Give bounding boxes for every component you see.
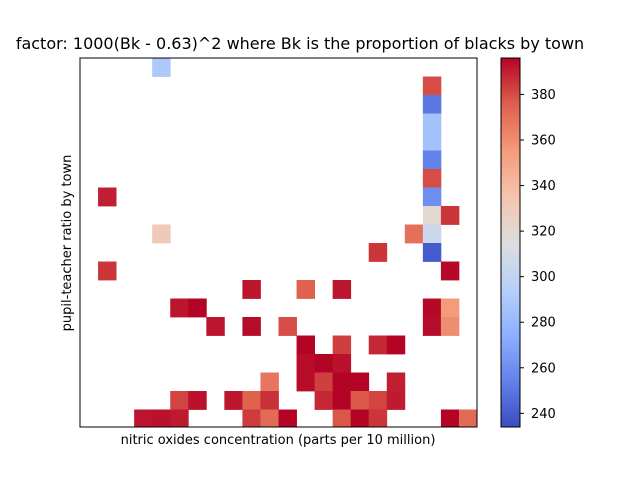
heatmap-cell — [260, 372, 279, 392]
heatmap-cell — [422, 224, 442, 244]
heatmap-cell — [314, 391, 334, 410]
heatmap-cell — [242, 409, 261, 428]
colorbar-tick-label: 280 — [531, 316, 556, 331]
heatmap-cell — [314, 372, 334, 392]
heatmap-cell — [404, 224, 424, 244]
heatmap-cell — [224, 391, 243, 410]
heatmap-cell — [242, 317, 261, 336]
heatmap-cell — [296, 372, 315, 392]
heatmap-cell — [350, 372, 370, 392]
colorbar-tick-label: 240 — [531, 407, 556, 422]
heatmap-cell — [296, 335, 315, 355]
heatmap-cell — [368, 243, 388, 262]
heatmap-cell — [296, 280, 315, 299]
heatmap-cell — [188, 391, 207, 410]
heatmap-cell — [332, 280, 352, 299]
colorbar-ticks: 240 260 280 300 320 340 360 380 — [520, 88, 556, 422]
heatmap-cell — [314, 354, 334, 373]
heatmap-cell — [332, 335, 352, 355]
heatmap-cell — [368, 409, 388, 428]
y-axis-label: pupil-teacher ratio by town — [60, 155, 75, 332]
heatmap-cell — [242, 391, 261, 410]
colorbar-tick-label: 380 — [531, 88, 556, 103]
heatmap-cell — [440, 298, 460, 318]
heatmap-cell — [332, 354, 352, 373]
heatmap-cell — [422, 187, 442, 207]
heatmap-cell — [422, 298, 442, 318]
heatmap-cell — [422, 76, 442, 96]
heatmap-cell — [260, 409, 279, 428]
heatmap-cell — [350, 409, 370, 428]
heatmap-cell — [206, 317, 225, 336]
heatmap-cell — [188, 298, 207, 318]
heatmap-cell — [440, 206, 460, 225]
heatmap-cell — [152, 58, 171, 77]
colorbar-tick-label: 340 — [531, 179, 556, 194]
colorbar — [500, 57, 521, 428]
heatmap-cell — [296, 354, 315, 373]
heatmap-cell — [386, 335, 406, 355]
heatmap-cell — [440, 409, 460, 428]
heatmap-cell — [368, 335, 388, 355]
heatmap-cell — [440, 261, 460, 281]
heatmap-cells — [98, 58, 478, 428]
heatmap-cell — [278, 409, 297, 428]
heatmap-cell — [98, 261, 117, 281]
heatmap-cell — [332, 391, 352, 410]
heatmap-cell — [386, 372, 406, 392]
heatmap-cell — [386, 391, 406, 410]
heatmap-cell — [422, 132, 442, 151]
heatmap-cell — [422, 113, 442, 133]
heatmap-cell — [134, 409, 153, 428]
heatmap-cell — [458, 409, 478, 428]
heatmap-cell — [98, 187, 117, 207]
heatmap-cell — [368, 391, 388, 410]
heatmap-cell — [422, 95, 442, 114]
heatmap-cell — [152, 409, 171, 428]
heatmap-cell — [422, 206, 442, 225]
heatmap-cell — [422, 243, 442, 262]
heatmap-cell — [422, 169, 442, 188]
heatmap-cell — [242, 280, 261, 299]
heatmap-cell — [170, 409, 189, 428]
heatmap-cell — [422, 317, 442, 336]
heatmap-cell — [440, 317, 460, 336]
heatmap-cell — [152, 224, 171, 244]
heatmap-cell — [278, 317, 297, 336]
colorbar-tick-label: 300 — [531, 270, 556, 285]
heatmap-cell — [332, 372, 352, 392]
heatmap-cell — [332, 409, 352, 428]
colorbar-tick-label: 320 — [531, 225, 556, 240]
heatmap-cell — [170, 298, 189, 318]
heatmap-cell — [170, 391, 189, 410]
x-axis-label: nitric oxides concentration (parts per 1… — [121, 433, 436, 448]
colorbar-tick-label: 360 — [531, 134, 556, 149]
heatmap-cell — [350, 391, 370, 410]
chart-title: factor: 1000(Bk - 0.63)^2 where Bk is th… — [16, 34, 584, 53]
colorbar-tick-label: 260 — [531, 361, 556, 376]
plot-frame — [79, 57, 478, 428]
heatmap-cell — [260, 391, 279, 410]
heatmap-cell — [422, 150, 442, 170]
